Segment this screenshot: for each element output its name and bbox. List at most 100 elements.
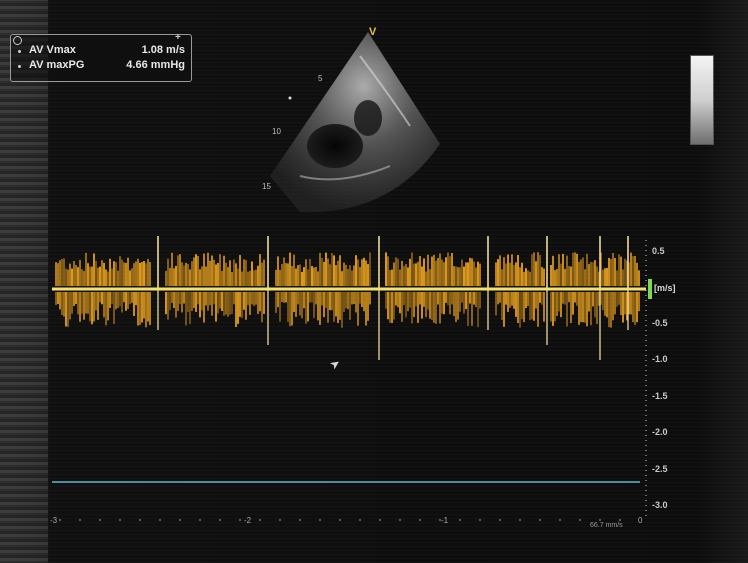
- spectral-pixel: [455, 266, 457, 286]
- spectral-pixel: [301, 271, 303, 286]
- spectral-pixel: [574, 252, 576, 286]
- spectral-pixel: [231, 292, 233, 314]
- time-dot: [339, 519, 341, 521]
- spectral-pixel: [113, 292, 115, 324]
- spectral-pixel: [317, 292, 319, 321]
- spectral-pixel: [205, 266, 207, 286]
- spectral-pixel: [527, 270, 529, 286]
- time-axis-dots: [59, 519, 621, 521]
- spectral-pixel: [235, 292, 237, 327]
- spectral-pixel: [606, 267, 608, 286]
- spectral-pixel: [556, 292, 558, 316]
- spectral-pixel: [71, 292, 73, 314]
- spectral-pixel: [401, 260, 403, 286]
- spectral-pixel: [513, 265, 515, 286]
- spectral-pixel: [279, 292, 281, 322]
- spectral-pixel: [195, 254, 197, 286]
- spectral-pixel: [203, 253, 205, 286]
- spectral-pixel: [469, 292, 471, 304]
- spectral-pixel: [177, 292, 179, 311]
- spectral-pixel: [580, 259, 582, 286]
- spectral-pixel: [429, 269, 431, 286]
- spectral-pixel: [604, 292, 606, 316]
- spectral-pixel: [73, 292, 75, 306]
- spectral-pixel: [624, 292, 626, 315]
- spectral-pixel: [181, 292, 183, 313]
- row-dot-icon: [18, 50, 21, 53]
- time-dot: [579, 519, 581, 521]
- spectral-pixel: [331, 253, 333, 286]
- orientation-marker: V: [369, 26, 377, 38]
- av-maxpg-value: 4.66 mmHg: [126, 59, 185, 71]
- spectral-pixel: [115, 262, 117, 286]
- spectral-pixel: [505, 292, 507, 305]
- spectral-pixel: [425, 271, 427, 286]
- spectral-pixel: [620, 292, 622, 315]
- spectral-pixel: [185, 292, 187, 326]
- spectral-pixel: [471, 258, 473, 286]
- spectral-pixel: [562, 253, 564, 286]
- time-dot: [359, 519, 361, 521]
- spectral-pixel: [283, 292, 285, 303]
- spectral-pixel: [393, 262, 395, 286]
- spectral-pixel: [578, 292, 580, 325]
- spectral-pixel: [311, 292, 313, 303]
- spectral-pixel: [391, 292, 393, 324]
- box-plus-icon: +: [175, 32, 181, 43]
- spectral-pixel: [327, 258, 329, 286]
- spectral-pixel: [419, 292, 421, 305]
- spectral-pixel: [411, 252, 413, 286]
- spectral-pixel: [523, 292, 525, 323]
- velocity-tick: -1.5: [652, 391, 668, 401]
- time-dot: [59, 519, 61, 521]
- spectral-pixel: [303, 267, 305, 286]
- spectral-pixel: [295, 292, 297, 317]
- spectral-pixel: [411, 292, 413, 324]
- spectral-pixel: [301, 292, 303, 319]
- spectral-pixel: [578, 261, 580, 286]
- spectral-pixel: [405, 264, 407, 286]
- spectral-pixel: [393, 292, 395, 320]
- spectral-pixel: [319, 253, 321, 286]
- spectral-pixel: [309, 258, 311, 286]
- spectral-pixel: [453, 292, 455, 317]
- spectral-pixel: [133, 292, 135, 317]
- spectral-pixel: [229, 260, 231, 286]
- spectral-pixel: [217, 292, 219, 314]
- spectral-pixel: [299, 264, 301, 286]
- spectral-pixel: [165, 292, 167, 315]
- spectral-pixel: [598, 271, 600, 286]
- spectral-pixel: [173, 268, 175, 286]
- spectral-pixel: [167, 292, 169, 320]
- spectral-pixel: [590, 261, 592, 286]
- spectral-pixel: [507, 292, 509, 312]
- spectral-pixel: [143, 292, 145, 319]
- time-dot: [179, 519, 181, 521]
- spectral-pixel: [169, 267, 171, 286]
- spectral-pixel: [121, 292, 123, 313]
- spectral-pixel: [207, 252, 209, 286]
- spectral-pixel: [289, 292, 291, 327]
- spectral-pixel: [67, 269, 69, 286]
- spectral-pixel: [99, 292, 101, 303]
- time-dot: [499, 519, 501, 521]
- spectral-pixel: [107, 292, 109, 321]
- spectral-pixel: [333, 292, 335, 322]
- spectral-pixel: [193, 257, 195, 286]
- spectral-pixel: [517, 292, 519, 323]
- spectral-pixel: [395, 292, 397, 306]
- spectral-pixel: [475, 267, 477, 286]
- spectral-pixel: [580, 292, 582, 323]
- spectral-pixel: [275, 269, 277, 286]
- spectral-pixel: [509, 292, 511, 308]
- spectral-pixel: [349, 292, 351, 320]
- spectral-pixel: [351, 292, 353, 305]
- spectral-pixel: [447, 252, 449, 286]
- spectral-pixel: [439, 253, 441, 286]
- spectral-pixel: [55, 292, 57, 306]
- spectral-pixel: [71, 268, 73, 286]
- spectral-pixel: [337, 292, 339, 324]
- spectral-pixel: [169, 292, 171, 311]
- spectral-pixel: [59, 260, 61, 286]
